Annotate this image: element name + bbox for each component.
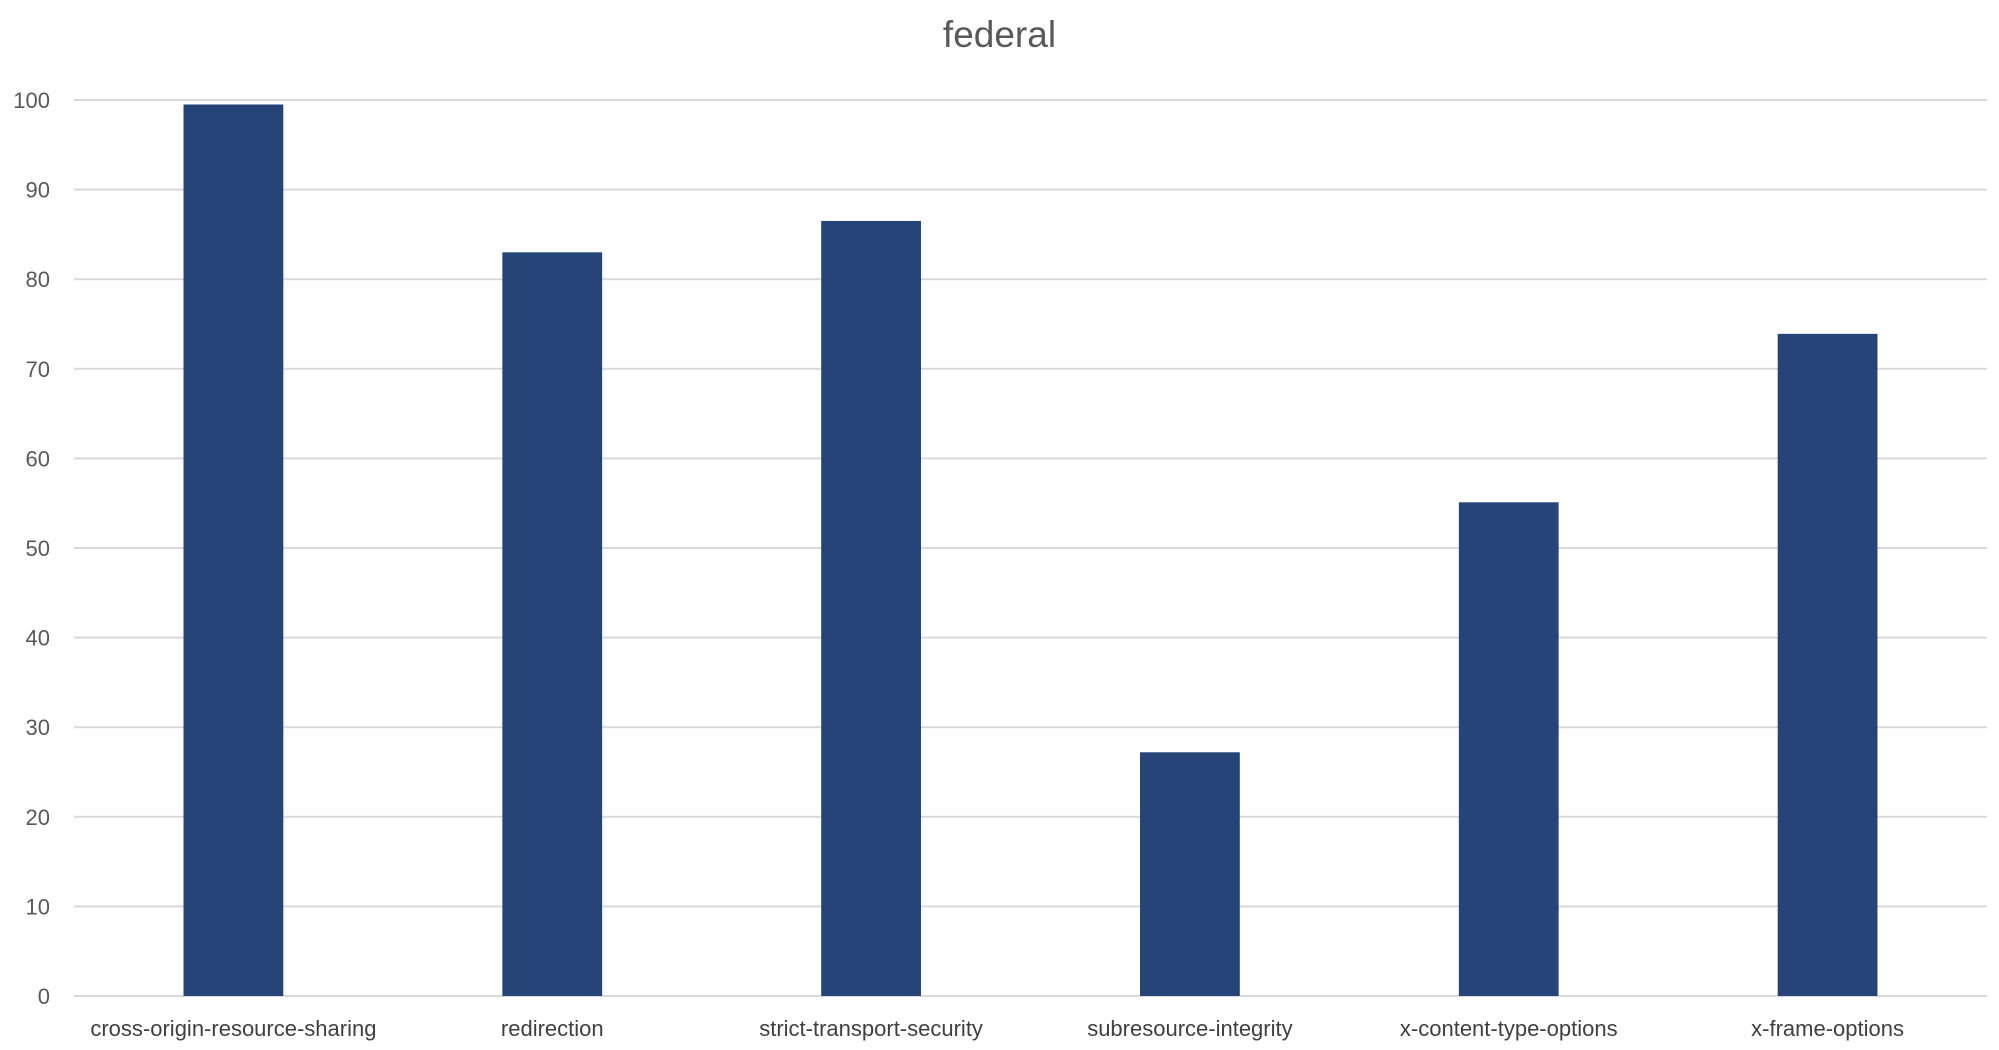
y-axis-ticks: 0 10 20 30 40 50 60 70 80 90 100 [13,88,50,1009]
y-tick-label: 20 [26,805,50,830]
bar-subresource-integrity [1140,752,1240,996]
y-tick-label: 70 [26,357,50,382]
bar-cross-origin-resource-sharing [183,104,284,997]
gridlines [74,99,1987,997]
x-category-label: strict-transport-security [759,1016,983,1041]
bar-x-content-type-options [1458,502,1559,996]
y-tick-label: 40 [26,626,50,651]
x-category-label: x-content-type-options [1400,1016,1618,1041]
y-tick-label: 80 [26,267,50,292]
x-category-label: cross-origin-resource-sharing [90,1016,376,1041]
x-category-label: redirection [501,1016,604,1041]
bar-redirection [502,252,603,996]
y-tick-label: 90 [26,178,50,203]
y-tick-label: 100 [13,88,50,113]
x-axis-labels: cross-origin-resource-sharing redirection… [90,1016,1904,1041]
bar-x-frame-options [1777,333,1878,997]
y-tick-label: 30 [26,715,50,740]
y-tick-label: 10 [26,894,50,919]
x-category-label: x-frame-options [1751,1016,1904,1041]
y-tick-label: 60 [26,446,50,471]
bars [183,104,1878,997]
y-tick-label: 0 [38,984,50,1009]
y-tick-label: 50 [26,536,50,561]
x-category-label: subresource-integrity [1087,1016,1292,1041]
chart-title: federal [942,14,1057,55]
bar-strict-transport-security [821,220,921,996]
